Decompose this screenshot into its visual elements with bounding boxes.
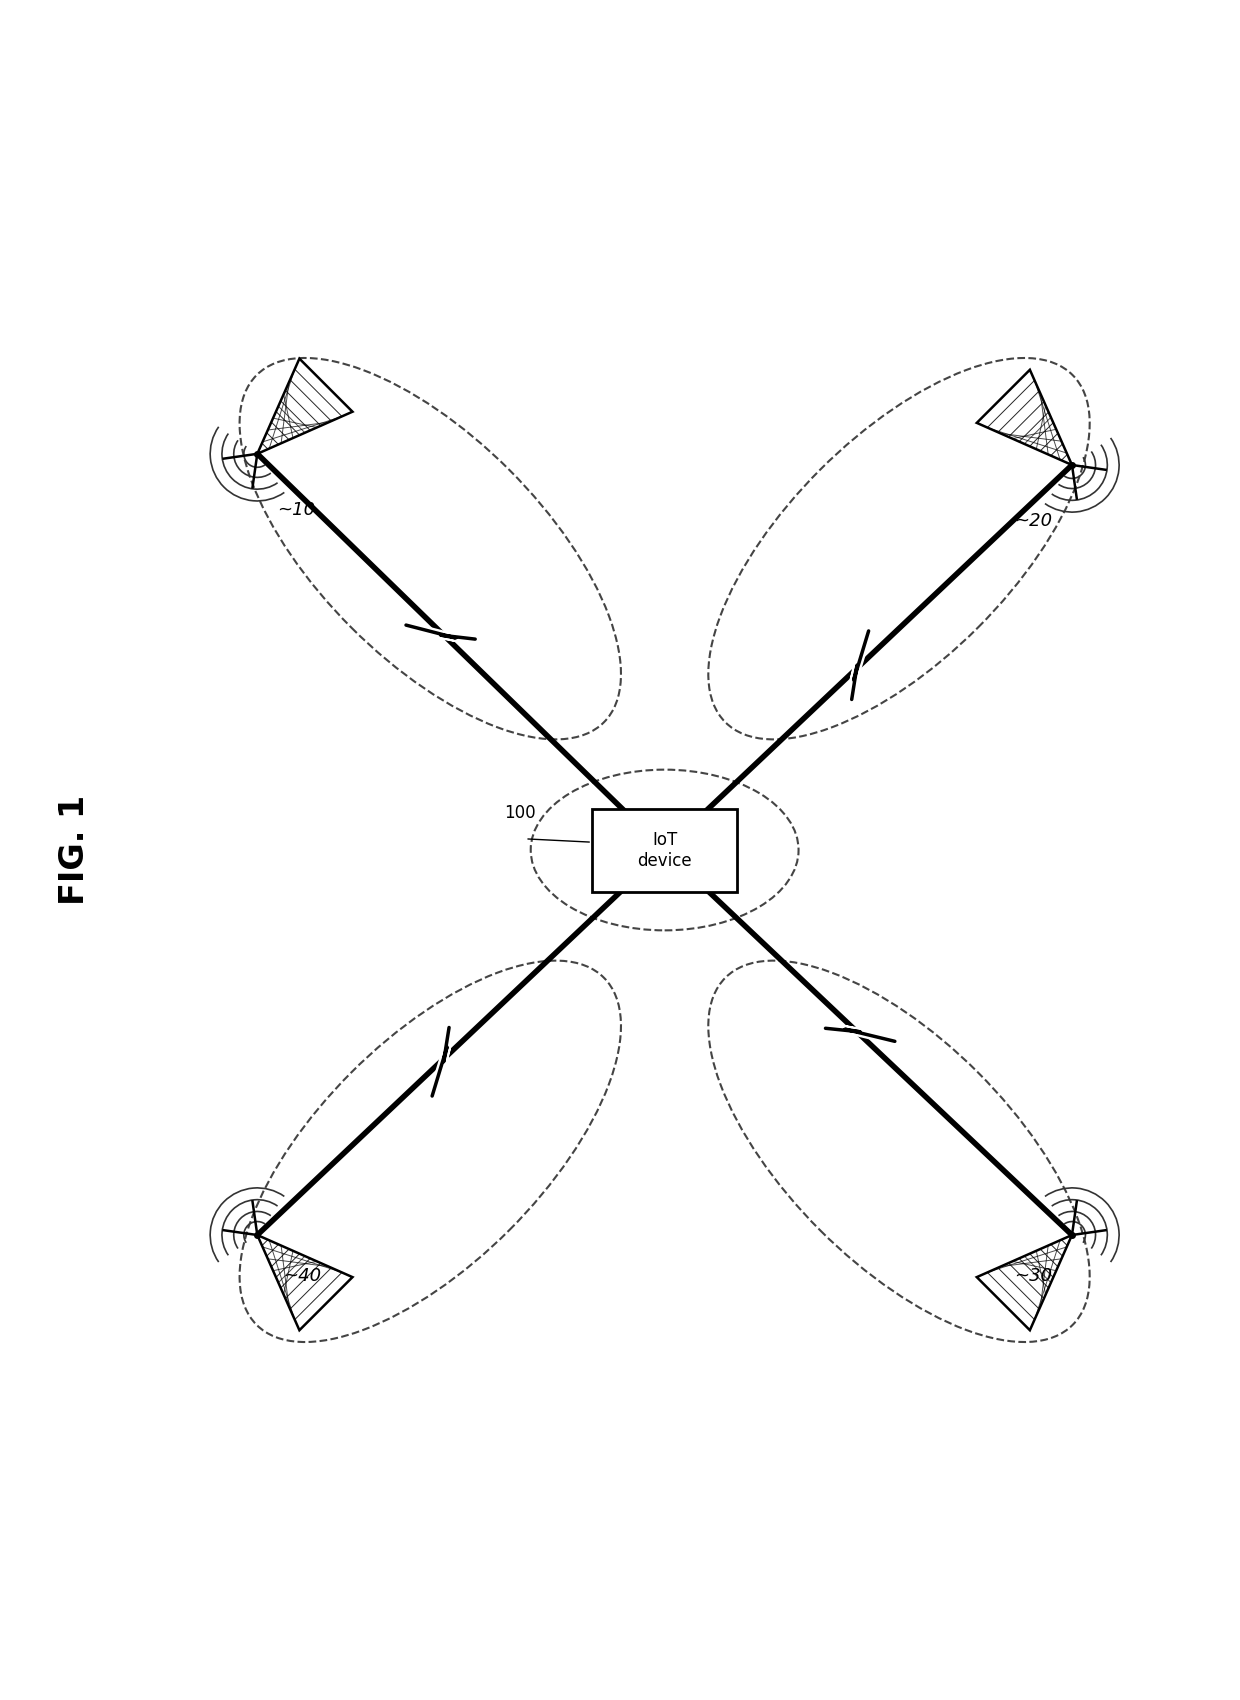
Text: ~20: ~20 bbox=[1014, 512, 1052, 530]
Text: ~40: ~40 bbox=[283, 1266, 321, 1285]
Text: IoT
device: IoT device bbox=[637, 831, 692, 870]
Text: ~30: ~30 bbox=[1014, 1266, 1052, 1285]
Text: FIG. 1: FIG. 1 bbox=[58, 796, 91, 904]
Text: 100: 100 bbox=[503, 804, 536, 823]
Bar bbox=[593, 809, 737, 892]
Text: ~10: ~10 bbox=[278, 500, 315, 518]
